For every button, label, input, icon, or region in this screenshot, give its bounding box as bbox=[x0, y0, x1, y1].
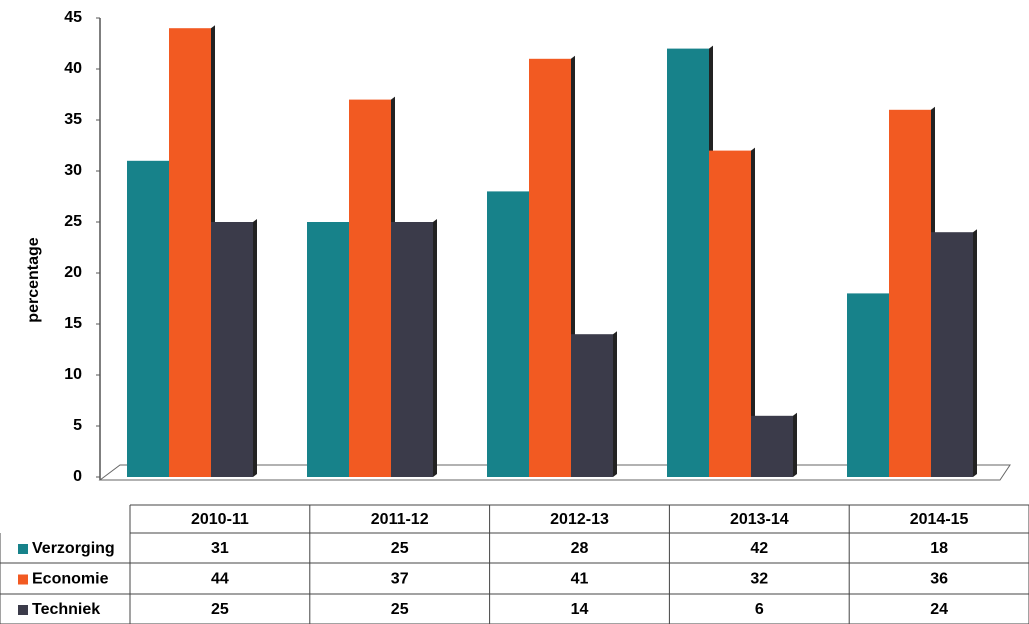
bar bbox=[667, 48, 709, 477]
bar bbox=[847, 293, 889, 477]
y-tick-label: 35 bbox=[64, 111, 82, 128]
x-tick-label: 2014-15 bbox=[910, 511, 969, 528]
table-cell: 14 bbox=[571, 601, 589, 618]
y-tick-label: 0 bbox=[73, 468, 82, 485]
bar-side bbox=[793, 412, 797, 477]
x-tick-label: 2010-11 bbox=[191, 511, 249, 528]
bar bbox=[571, 334, 613, 477]
y-tick-label: 15 bbox=[64, 315, 82, 332]
table-cell: 41 bbox=[571, 571, 589, 588]
legend-label: Economie bbox=[32, 571, 109, 588]
bar bbox=[127, 160, 169, 478]
table-cell: 25 bbox=[211, 601, 229, 618]
table-cell: 6 bbox=[755, 601, 764, 618]
y-tick-label: 10 bbox=[64, 366, 82, 383]
bar bbox=[211, 222, 253, 477]
bar-side bbox=[751, 147, 755, 477]
bar bbox=[349, 99, 391, 477]
bar-side bbox=[253, 219, 257, 477]
y-tick-label: 25 bbox=[64, 213, 82, 230]
bar bbox=[391, 222, 433, 477]
table-cell: 37 bbox=[391, 571, 409, 588]
legend-label: Verzorging bbox=[32, 540, 115, 557]
bar bbox=[169, 28, 211, 477]
table-cell: 36 bbox=[930, 571, 948, 588]
x-tick-label: 2013-14 bbox=[730, 511, 789, 528]
bar bbox=[529, 58, 571, 478]
x-tick-label: 2012-13 bbox=[550, 511, 609, 528]
bar bbox=[889, 109, 931, 478]
y-tick-label: 5 bbox=[73, 417, 82, 434]
y-tick-label: 40 bbox=[64, 60, 82, 77]
bar bbox=[709, 150, 751, 477]
table-cell: 25 bbox=[391, 601, 409, 618]
table-cell: 32 bbox=[750, 571, 768, 588]
x-tick-label: 2011-12 bbox=[371, 511, 429, 528]
table-cell: 24 bbox=[930, 601, 948, 618]
table-cell: 44 bbox=[211, 571, 229, 588]
bar-side bbox=[973, 229, 977, 477]
bar bbox=[751, 415, 793, 477]
table-cell: 25 bbox=[391, 540, 409, 557]
y-tick-label: 45 bbox=[64, 9, 82, 26]
table-cell: 18 bbox=[930, 540, 948, 557]
table-cell: 31 bbox=[211, 540, 229, 557]
y-tick-label: 30 bbox=[64, 162, 82, 179]
legend-key bbox=[18, 574, 28, 585]
bar bbox=[931, 232, 973, 477]
bar bbox=[487, 191, 529, 477]
table-cell: 42 bbox=[750, 540, 768, 557]
y-axis-label: percentage bbox=[25, 237, 42, 322]
legend-key bbox=[18, 605, 28, 615]
table-cell: 28 bbox=[571, 540, 589, 557]
bar-side bbox=[613, 331, 617, 477]
y-tick-label: 20 bbox=[64, 264, 82, 281]
legend-key bbox=[18, 544, 28, 554]
legend-label: Techniek bbox=[32, 601, 100, 618]
bar-side bbox=[433, 219, 437, 477]
bar bbox=[307, 222, 349, 477]
